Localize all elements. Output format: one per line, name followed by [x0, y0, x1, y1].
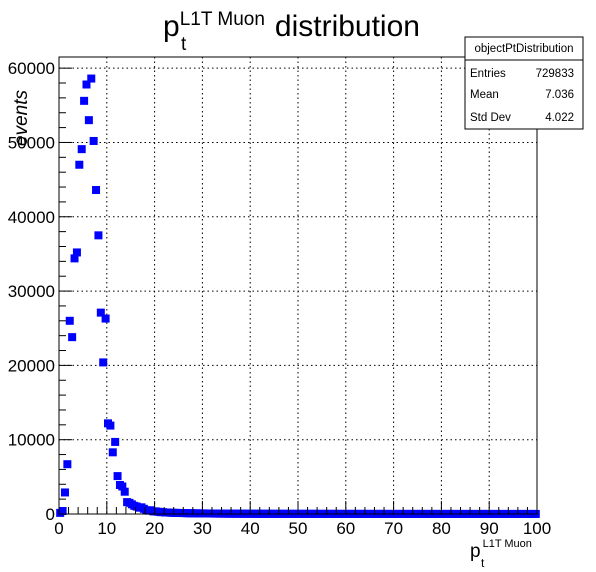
x-tick-label: 60: [336, 519, 355, 538]
data-point: [101, 314, 110, 323]
stats-stddev-value: 4.022: [545, 112, 574, 124]
data-point: [60, 488, 69, 497]
stats-box: objectPtDistribution Entries 729833 Mean…: [464, 36, 584, 130]
chart-title-base: p: [163, 10, 180, 43]
data-point: [113, 472, 122, 481]
x-tick-label: 100: [523, 519, 551, 538]
stats-stddev-label: Std Dev: [470, 112, 511, 124]
x-tick-label: 40: [241, 519, 260, 538]
y-axis-title: events: [11, 90, 32, 146]
x-tick-label: 10: [97, 519, 116, 538]
y-tick-label: 10000: [8, 431, 55, 450]
x-tick-label: 0: [54, 519, 63, 538]
data-point: [82, 80, 91, 89]
stats-box-name: objectPtDistribution: [474, 43, 573, 55]
x-tick-label: 20: [145, 519, 164, 538]
stats-mean-label: Mean: [470, 89, 499, 101]
x-axis-title-base: p: [470, 541, 481, 562]
chart-title-sup: L1T Muon: [180, 9, 265, 30]
data-point: [75, 160, 84, 169]
y-tick-label: 50000: [8, 133, 55, 152]
data-point: [84, 116, 93, 125]
x-axis-title-sup: L1T Muon: [483, 538, 532, 550]
data-point: [89, 136, 98, 145]
data-point: [63, 460, 72, 469]
chart-title-sub: t: [181, 34, 187, 55]
y-tick-label: 60000: [8, 59, 55, 78]
data-point: [118, 482, 127, 491]
x-tick-label: 50: [289, 519, 308, 538]
data-point: [80, 96, 89, 105]
data-point: [94, 231, 103, 240]
data-point: [68, 333, 77, 342]
chart-title-rest: distribution: [275, 10, 420, 43]
y-tick-label: 30000: [8, 282, 55, 301]
data-point: [111, 437, 120, 446]
axis-ticks: 0 10 20 30 40 50 60 70 80 90 100 0 10000 20000 30000 40…: [8, 59, 551, 538]
data-point: [106, 421, 115, 430]
data-point: [108, 448, 117, 457]
x-tick-label: 30: [193, 519, 212, 538]
y-tick-label: 0: [46, 505, 55, 524]
x-tick-label: 90: [480, 519, 499, 538]
data-point: [99, 358, 108, 367]
x-axis-title-sub: t: [481, 556, 485, 570]
y-tick-label: 20000: [8, 356, 55, 375]
data-point: [92, 186, 101, 195]
data-point: [87, 74, 96, 83]
data-point: [77, 145, 86, 154]
stats-entries-label: Entries: [470, 68, 506, 80]
x-axis-title: p L1T Muon: [470, 538, 532, 562]
stats-entries-value: 729833: [536, 68, 574, 80]
data-point: [65, 316, 74, 325]
x-tick-label: 80: [432, 519, 451, 538]
x-tick-label: 70: [384, 519, 403, 538]
grid: [59, 57, 537, 514]
data-point: [72, 248, 81, 257]
stats-mean-value: 7.036: [545, 89, 574, 101]
y-tick-label: 40000: [8, 208, 55, 227]
chart-title: pL1T Muon distribution: [163, 9, 420, 43]
data-point: [96, 308, 105, 317]
data-point: [120, 487, 129, 496]
data-point: [70, 254, 79, 263]
stats-box-frame: [464, 36, 584, 130]
data-point: [58, 507, 67, 516]
